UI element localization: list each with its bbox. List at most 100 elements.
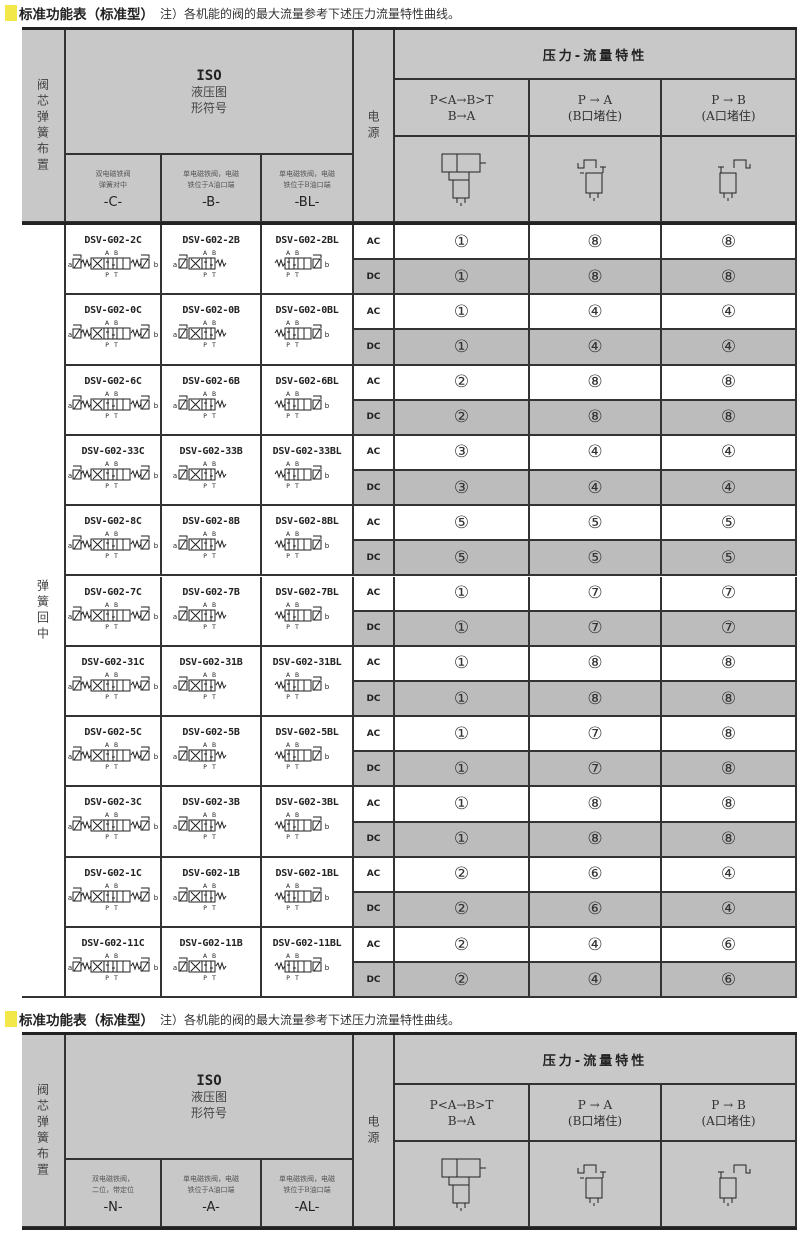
model-name: DSV-G02-5BL (275, 727, 339, 739)
port-label: A (105, 461, 110, 468)
power-dc: DC (354, 963, 395, 999)
port-label: A (286, 602, 291, 609)
port-label: A (286, 812, 291, 819)
function-table-1: 阀芯弹簧布置 ISO 液压图 形符号 双电磁铁阀 弹簧对中 -C- 单电磁铁阀，电磁 铁位于A油… (22, 27, 797, 999)
power-ac: AC (354, 365, 395, 401)
symbol-line (106, 539, 115, 551)
valve-box (284, 679, 299, 692)
port-label: T (211, 483, 216, 490)
curve-number-dc: ⑥ (530, 892, 662, 928)
symbol-line (717, 159, 750, 201)
flow-header-1: P<A→B>T B→A (395, 1085, 530, 1142)
symbol-line (577, 1164, 606, 1206)
curve-number-dc: ⑧ (530, 681, 662, 718)
model-name: DSV-G02-8C (84, 516, 142, 528)
spring-icon (215, 609, 227, 620)
section-title-1: 标准功能表（标准型） 注）各机能的阀的最大流量参考下述压力流量特性曲线。 (5, 4, 460, 23)
solenoid-a-label: a (68, 472, 72, 480)
spring-icon (80, 961, 92, 971)
port-label: P (286, 553, 290, 560)
solenoid-a-label: a (68, 683, 72, 691)
curve-number-dc: ④ (530, 330, 662, 366)
port-label: A (105, 250, 110, 257)
curve-number-dc: ① (395, 260, 530, 296)
valve-symbol-icon: a b A B P T (68, 672, 159, 701)
iso-title: ISO (196, 1072, 222, 1089)
curve-number-dc: ⑤ (530, 541, 662, 577)
port-label: P (286, 764, 290, 771)
port-label: T (211, 975, 216, 982)
curve-number: ① (453, 793, 470, 814)
port-label: T (294, 694, 299, 701)
curve-number: ④ (587, 969, 603, 990)
model-cell: DSV-G02-5B a A B P T (162, 717, 262, 788)
symbol-line (190, 258, 201, 269)
model-cell: DSV-G02-0BL b A B P T (262, 295, 354, 366)
solenoid-icon (178, 399, 188, 410)
solenoid-icon (141, 816, 150, 821)
solenoid-b-label: b (325, 402, 330, 410)
solenoid-icon (72, 469, 82, 480)
subcol-code: -AL- (294, 1199, 320, 1215)
model-cell: DSV-G02-11BL b A B P T (262, 928, 354, 999)
power-dc: DC (354, 611, 395, 647)
subcol-header-2: 单电磁铁阀，电磁 铁位于B油口端 -AL- (262, 1160, 354, 1228)
port-label: T (113, 764, 118, 771)
model-name: DSV-G02-6BL (275, 375, 339, 387)
curve-number: ⑤ (453, 547, 470, 568)
curve-number: ① (453, 723, 470, 744)
power-label: AC (366, 447, 381, 458)
solenoid-icon (141, 254, 150, 258)
port-label: P (105, 342, 109, 349)
port-label: B (212, 953, 216, 960)
valve-box (116, 327, 131, 340)
spring-icon (215, 680, 227, 690)
spool-spring-header: 阀芯弹簧布置 (22, 1035, 66, 1228)
curve-number: ⑥ (587, 864, 603, 885)
solenoid-icon (178, 680, 188, 691)
power-label: AC (366, 939, 381, 950)
curve-number: ⑧ (720, 723, 737, 744)
spring-icon (274, 258, 286, 268)
power-label: 电源 (366, 1114, 380, 1147)
solenoid-icon (72, 680, 82, 691)
valve-symbol-icon: b A B P T (274, 391, 330, 420)
solenoid-icon (313, 676, 322, 680)
power-label: DC (366, 904, 381, 915)
solenoid-icon (140, 258, 150, 269)
power-dc: DC (354, 330, 395, 366)
spring-icon (130, 469, 142, 479)
valve-box (103, 609, 118, 621)
flow2-note: (B口堵住) (567, 1113, 623, 1128)
spring-icon (215, 961, 227, 971)
valve-box (116, 538, 131, 551)
group-label: 弹簧回中 (35, 578, 50, 643)
port-label: P (105, 764, 109, 771)
solenoid-icon (140, 680, 150, 691)
power-ac: AC (354, 787, 395, 823)
cylinder-circuit-icon (441, 153, 486, 206)
solenoid-icon (72, 328, 82, 339)
solenoid-icon (179, 535, 188, 540)
curve-number-dc: ⑥ (662, 963, 797, 999)
power-label: DC (366, 693, 381, 704)
power-ac: AC (354, 295, 395, 331)
solenoid-b-label: b (325, 613, 330, 621)
solenoid-icon (73, 816, 82, 821)
solenoid-icon (72, 750, 82, 761)
subcol-desc: 铁位于A油口端 (187, 180, 235, 189)
section-title-bold: 标准功能表（标准型） (19, 7, 154, 23)
flow-symbol-1 (530, 1142, 662, 1228)
power-label: DC (366, 623, 381, 634)
symbol-line (441, 153, 486, 206)
valve-symbol-icon: a A B P T (173, 461, 227, 490)
spring-icon (130, 680, 142, 690)
function-table-2: 阀芯弹簧布置 ISO 液压图 形符号 双电磁铁阀， 二位，带定位 -N- 单电磁铁阀，电磁 铁位… (22, 1032, 797, 1252)
model-cell: DSV-G02-31BL b A B P T (262, 646, 354, 718)
port-label: A (105, 320, 110, 327)
power-ac: AC (354, 928, 395, 964)
port-label: A (286, 672, 291, 679)
solenoid-b-label: b (154, 964, 159, 972)
spring-icon (274, 961, 286, 971)
solenoid-icon (178, 820, 188, 831)
